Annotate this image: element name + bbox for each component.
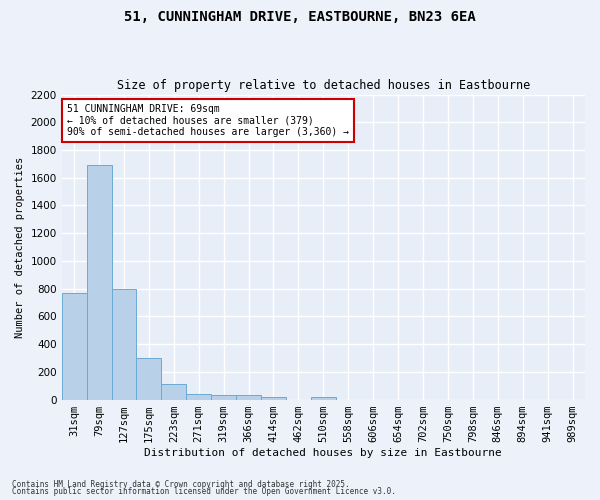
Bar [161,384,186,400]
Text: Contains public sector information licensed under the Open Government Licence v3: Contains public sector information licen… [12,487,396,496]
Bar [211,394,236,400]
Text: Contains HM Land Registry data © Crown copyright and database right 2025.: Contains HM Land Registry data © Crown c… [12,480,350,489]
Bar [136,358,161,400]
Y-axis label: Number of detached properties: Number of detached properties [15,156,25,338]
Bar [261,397,286,400]
Bar [62,293,86,400]
Bar [186,394,211,400]
Text: 51, CUNNINGHAM DRIVE, EASTBOURNE, BN23 6EA: 51, CUNNINGHAM DRIVE, EASTBOURNE, BN23 6… [124,10,476,24]
Title: Size of property relative to detached houses in Eastbourne: Size of property relative to detached ho… [117,79,530,92]
Bar [236,396,261,400]
Bar [86,166,112,400]
X-axis label: Distribution of detached houses by size in Eastbourne: Distribution of detached houses by size … [145,448,502,458]
Bar [311,397,336,400]
Text: 51 CUNNINGHAM DRIVE: 69sqm
← 10% of detached houses are smaller (379)
90% of sem: 51 CUNNINGHAM DRIVE: 69sqm ← 10% of deta… [67,104,349,137]
Bar [112,288,136,400]
